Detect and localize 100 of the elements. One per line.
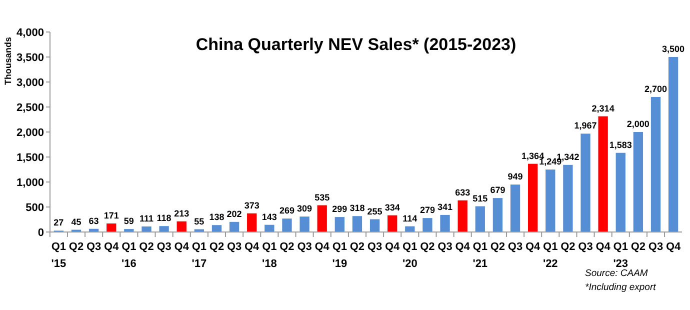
bar xyxy=(317,205,327,232)
bar xyxy=(528,164,538,232)
bar xyxy=(598,116,608,232)
data-label: 118 xyxy=(156,213,172,224)
bar xyxy=(300,216,310,232)
y-tick-label: 0 xyxy=(38,226,44,239)
bar xyxy=(458,200,468,232)
x-tick-label: Q2 xyxy=(490,241,506,253)
data-label: 255 xyxy=(367,206,382,216)
bar xyxy=(388,215,398,232)
data-label: 59 xyxy=(124,216,134,226)
data-label: 1,583 xyxy=(609,140,632,150)
data-label: 269 xyxy=(279,206,294,216)
x-tick-label: Q4 xyxy=(596,241,612,253)
x-tick-label: Q3 xyxy=(438,241,452,253)
data-label: 2,314 xyxy=(592,103,614,114)
data-label: 2,000 xyxy=(626,119,650,129)
bar xyxy=(475,206,485,232)
bar xyxy=(563,164,573,232)
x-tick-label: Q4 xyxy=(666,241,682,253)
y-tick-label: 4,000 xyxy=(16,26,44,39)
x-tick-label: Q2 xyxy=(280,241,294,253)
chart-title: China Quarterly NEV Sales* (2015-2023) xyxy=(196,35,516,54)
x-tick-label: Q1 '20 xyxy=(402,241,418,270)
bar xyxy=(352,216,362,232)
y-tick-label: 1,000 xyxy=(16,176,44,189)
data-label: 535 xyxy=(314,192,330,202)
data-label: 515 xyxy=(472,193,488,204)
x-tick-label: Q4 xyxy=(314,241,330,253)
bar xyxy=(633,132,644,232)
x-tick-label: Q3 xyxy=(508,241,523,253)
x-tick-label: Q1 '23 xyxy=(613,241,628,270)
x-tick-label: Q2 xyxy=(139,241,154,253)
data-label: 45 xyxy=(71,216,82,227)
data-label: 633 xyxy=(455,187,470,198)
bar xyxy=(176,221,186,232)
x-tick-label: Q1 '21 xyxy=(472,241,488,270)
data-label: 299 xyxy=(332,204,348,214)
data-label: 1,967 xyxy=(574,120,597,131)
x-tick-label: Q1 '15 xyxy=(51,241,66,270)
data-label: 2,700 xyxy=(644,84,668,94)
x-tick-label: Q3 xyxy=(86,241,102,253)
y-tick-label: 2,500 xyxy=(16,102,44,114)
x-tick-label: Q1 '16 xyxy=(122,241,136,270)
bar xyxy=(282,218,292,232)
data-label: 341 xyxy=(438,202,453,212)
data-label: 334 xyxy=(384,202,400,212)
bar xyxy=(334,217,344,232)
bar xyxy=(668,57,678,232)
bar xyxy=(370,219,380,232)
bar xyxy=(247,213,257,232)
bar xyxy=(229,222,240,232)
bar xyxy=(422,218,432,232)
x-tick-label: Q4 xyxy=(525,241,542,253)
y-axis-title: Thousands xyxy=(3,37,13,86)
x-tick-label: Q3 xyxy=(226,241,242,253)
bar xyxy=(510,184,520,232)
data-label: 138 xyxy=(209,212,224,222)
bar xyxy=(212,225,222,232)
bar xyxy=(546,170,556,232)
data-label: 279 xyxy=(420,205,435,216)
bar xyxy=(106,223,116,232)
x-tick-label: Q2 xyxy=(68,241,84,253)
bar xyxy=(159,226,169,232)
bar xyxy=(616,152,626,232)
data-label: 63 xyxy=(88,216,99,226)
x-tick-label: Q1 '19 xyxy=(332,241,348,270)
data-label: 213 xyxy=(174,208,190,218)
x-tick-label: Q4 xyxy=(455,241,471,253)
data-label: 373 xyxy=(244,200,260,210)
bar xyxy=(440,214,450,232)
bar xyxy=(142,226,152,232)
data-label: 1,364 xyxy=(522,150,544,161)
x-tick-label: Q1 '22 xyxy=(542,241,558,270)
x-tick-label: Q3 xyxy=(367,241,382,253)
x-tick-label: Q4 xyxy=(384,241,401,253)
data-label: 27 xyxy=(54,218,64,228)
bar xyxy=(580,134,590,232)
x-tick-label: Q3 xyxy=(648,241,664,253)
x-tick-label: Q2 xyxy=(560,241,576,253)
source-note: Source: CAAM xyxy=(585,268,648,279)
y-tick-label: 3,000 xyxy=(16,76,44,89)
data-label: 55 xyxy=(194,216,204,226)
data-label: 309 xyxy=(297,204,312,214)
x-tick-label: Q3 xyxy=(156,241,172,253)
x-tick-label: Q3 xyxy=(578,241,593,253)
data-label: 202 xyxy=(226,208,242,219)
data-label: 114 xyxy=(402,213,418,224)
x-tick-label: Q4 xyxy=(244,241,260,253)
y-tick-label: 2,000 xyxy=(16,126,44,139)
x-tick-label: Q2 xyxy=(420,241,435,253)
data-label: 679 xyxy=(490,185,506,196)
bar xyxy=(650,97,661,232)
data-label: 143 xyxy=(262,212,277,222)
x-tick-label: Q2 xyxy=(350,241,365,253)
x-tick-label: Q1 '17 xyxy=(192,241,207,270)
x-tick-label: Q2 xyxy=(630,241,646,253)
y-tick-label: 1,500 xyxy=(16,152,44,164)
data-label: 171 xyxy=(104,210,119,220)
x-tick-label: Q3 xyxy=(297,241,312,253)
